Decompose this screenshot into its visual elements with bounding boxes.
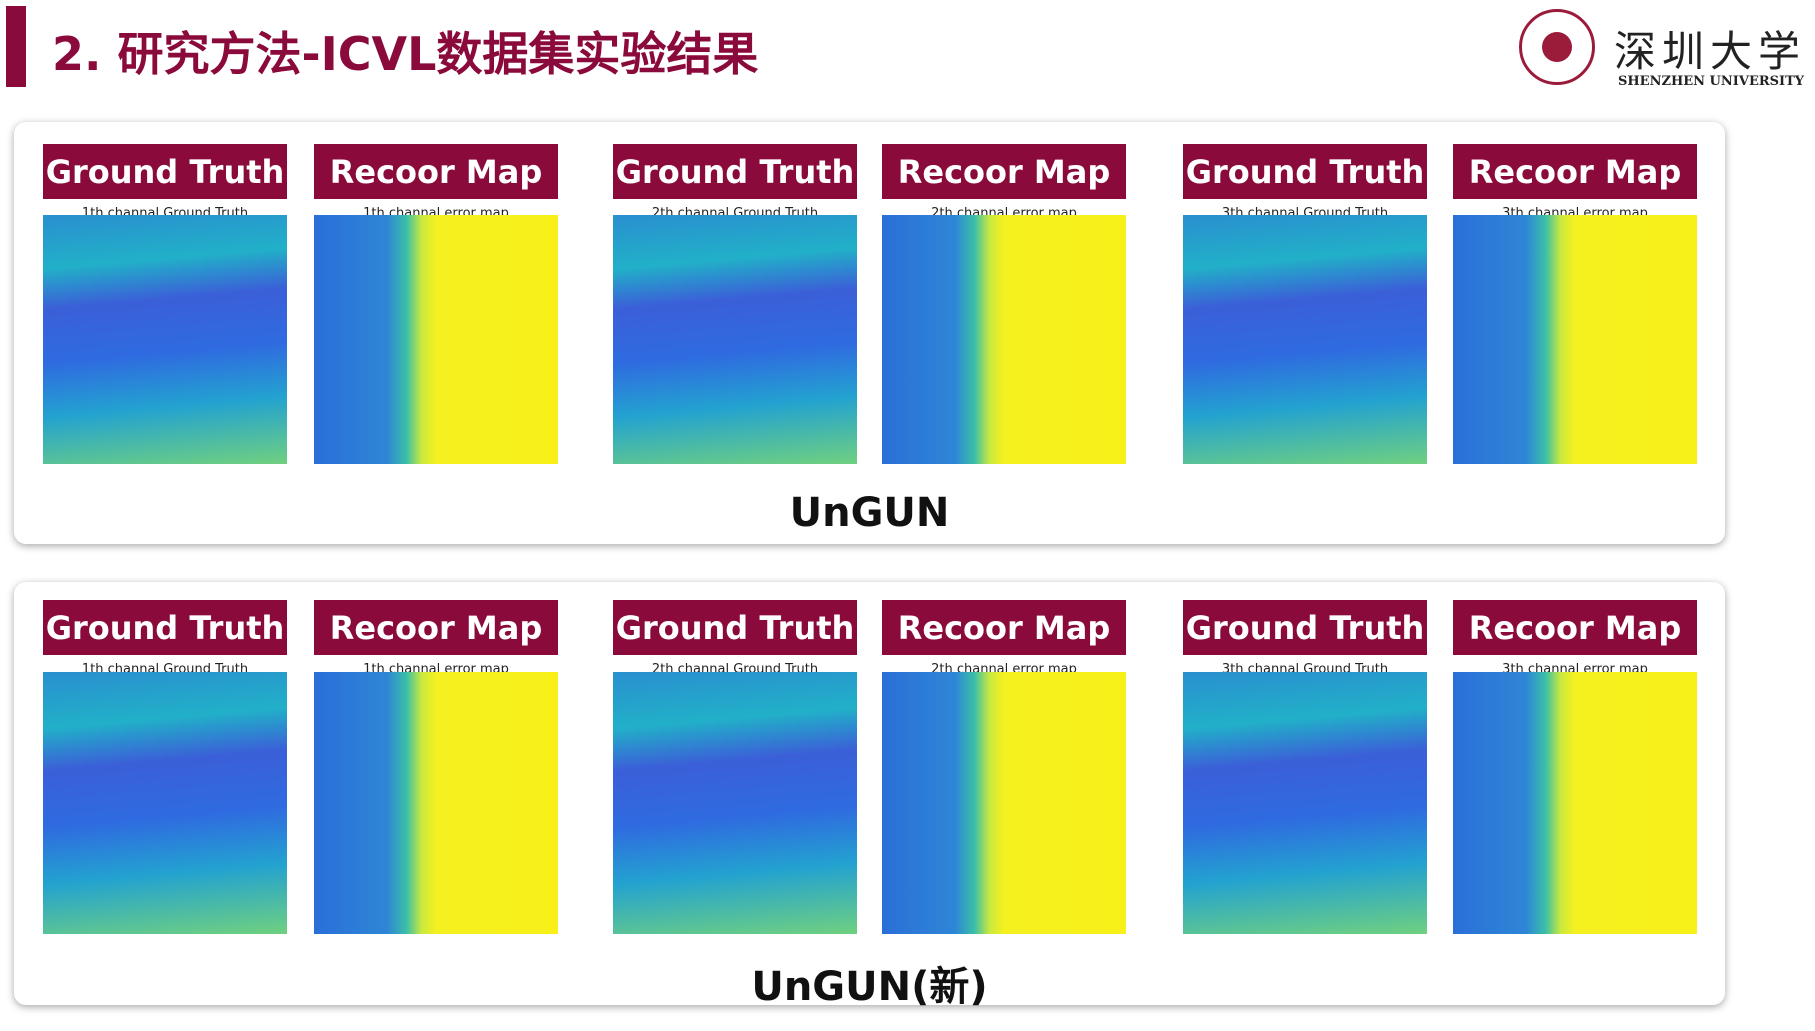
ground-truth-image: [1183, 672, 1427, 934]
card-label: Ground Truth: [43, 600, 287, 655]
card-label: Ground Truth: [613, 600, 857, 655]
ground-truth-image: [43, 215, 287, 464]
logo-cn: 深圳大学: [1614, 27, 1807, 76]
ground-truth-image: [43, 672, 287, 934]
card-label: Ground Truth: [1183, 144, 1427, 199]
error-map-image: [882, 215, 1126, 464]
card-label: Recoor Map: [882, 144, 1126, 199]
result-panel: Ground Truth 1th channal Ground Truth Reco…: [14, 582, 1725, 1010]
card-label: Ground Truth: [613, 144, 857, 199]
panel-caption: UnGUN(新): [751, 964, 988, 1010]
error-map-image: [1453, 672, 1697, 934]
error-map-image: [1453, 215, 1697, 464]
card-label: Recoor Map: [1453, 600, 1697, 655]
title-bar: [6, 6, 26, 87]
ground-truth-image: [613, 215, 857, 464]
ground-truth-image: [1183, 215, 1427, 464]
card-label: Ground Truth: [43, 144, 287, 199]
error-map-image: [314, 215, 558, 464]
logo-en: SHENZHEN UNIVERSITY: [1618, 74, 1805, 89]
slide-title: 2. 研究方法-ICVL数据集实验结果: [52, 27, 759, 81]
error-map-image: [314, 672, 558, 934]
card-label: Recoor Map: [882, 600, 1126, 655]
error-map-image: [882, 672, 1126, 934]
card-label: Recoor Map: [1453, 144, 1697, 199]
ground-truth-image: [613, 672, 857, 934]
panel-caption: UnGUN: [789, 490, 950, 536]
card-label: Ground Truth: [1183, 600, 1427, 655]
result-panel: Ground Truth 1th channal Ground Truth Reco…: [14, 122, 1725, 544]
university-seal: [1519, 9, 1595, 85]
card-label: Recoor Map: [314, 144, 558, 199]
card-label: Recoor Map: [314, 600, 558, 655]
